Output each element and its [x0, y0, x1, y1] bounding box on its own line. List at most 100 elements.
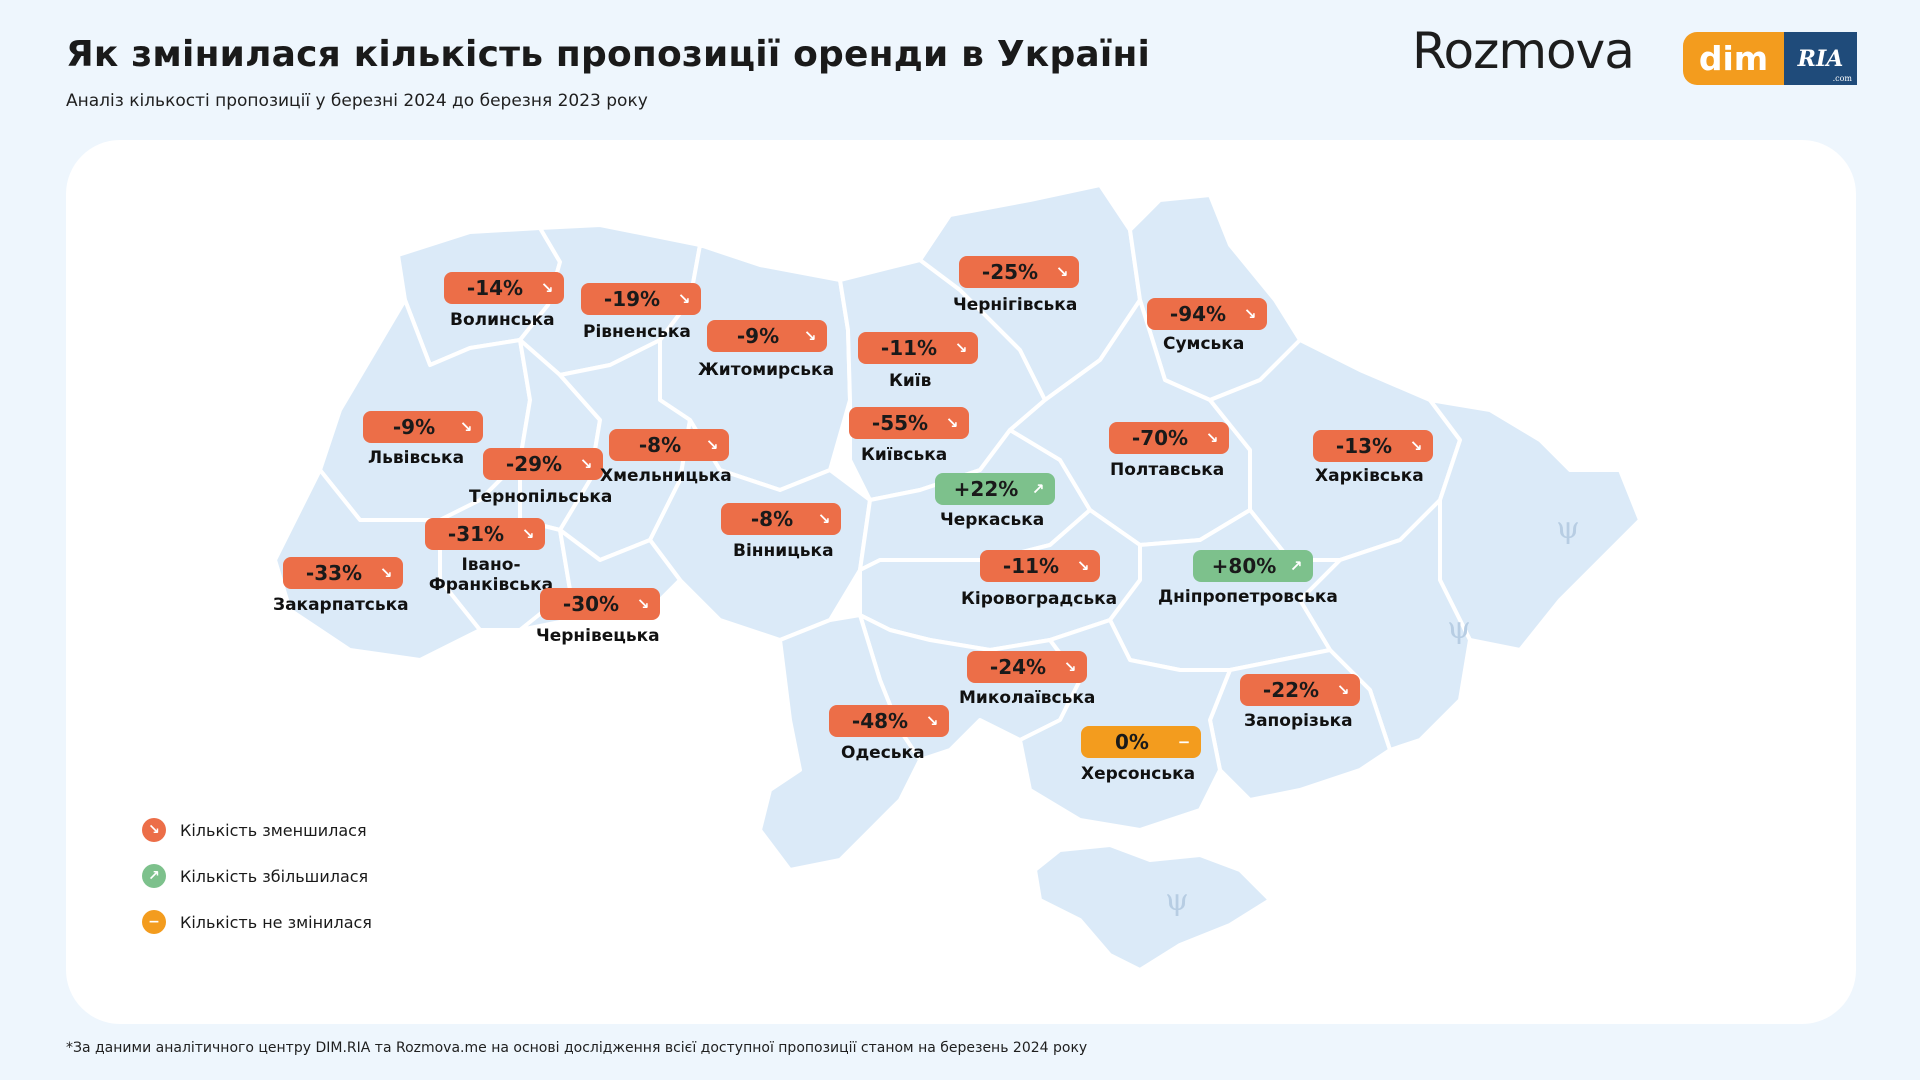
region-value: -22% — [1262, 678, 1320, 702]
legend-item-unchanged: − Кількість не змінилася — [142, 910, 372, 934]
arrow-down-right-icon: ↘ — [817, 510, 831, 528]
region-value: -14% — [466, 276, 524, 300]
legend-label: Кількість зменшилася — [180, 820, 367, 840]
region-value: -25% — [981, 260, 1039, 284]
region-name: Чернівецька — [536, 626, 660, 646]
region-badge: -48% ↘ — [829, 705, 949, 737]
arrow-down-right-icon: ↘ — [540, 279, 554, 297]
region-shape-odeska — [758, 613, 922, 872]
region-badge: -94% ↘ — [1147, 298, 1267, 330]
trident-icon-east: ψ — [1556, 511, 1580, 546]
arrow-down-right-icon: ↘ — [1055, 263, 1069, 281]
arrow-up-right-icon: ↗ — [142, 864, 166, 888]
region-value: +22% — [953, 477, 1019, 501]
region-name: Хмельницька — [600, 466, 732, 486]
footnote: *За даними аналітичного центру DIM.RIA т… — [66, 1040, 1088, 1056]
arrow-down-right-icon: ↘ — [803, 327, 817, 345]
region-name: Київ — [889, 371, 932, 391]
ria-logo: RIA .com — [1784, 32, 1857, 85]
region-badge: -9% ↘ — [363, 411, 483, 443]
ria-logo-suffix: .com — [1832, 74, 1852, 83]
region-name: Кіровоградська — [961, 589, 1118, 609]
region-value: -8% — [750, 507, 794, 531]
arrow-down-right-icon: ↘ — [1409, 437, 1423, 455]
arrow-down-right-icon: ↘ — [636, 595, 650, 613]
region-value: -9% — [736, 324, 780, 348]
region-value: -33% — [305, 561, 363, 585]
region-name: Чернігівська — [953, 295, 1078, 315]
trident-icon-crimea: ψ — [1165, 883, 1189, 918]
minus-icon: − — [142, 910, 166, 934]
region-name: Львівська — [368, 448, 465, 468]
region-name: Вінницька — [733, 541, 834, 561]
legend-label: Кількість збільшилася — [180, 866, 369, 886]
region-badge: -14% ↘ — [444, 272, 564, 304]
region-value: -29% — [505, 452, 563, 476]
region-name: Закарпатська — [273, 595, 409, 615]
trident-icon-donetsk: ψ — [1447, 611, 1471, 646]
region-name: Одеська — [841, 743, 925, 763]
rozmova-logo: Rozmova — [1412, 22, 1635, 80]
arrow-down-right-icon: ↘ — [459, 418, 473, 436]
region-name: Миколаївська — [959, 688, 1096, 708]
region-badge: +80% ↗ — [1193, 550, 1313, 582]
region-value: -94% — [1169, 302, 1227, 326]
region-value: -31% — [447, 522, 505, 546]
region-shape-crimea — [1033, 843, 1272, 972]
region-badge: -33% ↘ — [283, 557, 403, 589]
region-name: Полтавська — [1110, 460, 1225, 480]
region-value: -19% — [603, 287, 661, 311]
region-badge: -11% ↘ — [858, 332, 978, 364]
region-name: Запорізька — [1244, 711, 1353, 731]
arrow-down-right-icon: ↘ — [1205, 429, 1219, 447]
region-name: Дніпропетровська — [1158, 587, 1338, 607]
arrow-down-right-icon: ↘ — [954, 339, 968, 357]
region-name: Івано-Франківська — [428, 555, 554, 595]
arrow-down-right-icon: ↘ — [379, 564, 393, 582]
region-name: Рівненська — [583, 322, 691, 342]
region-badge: +22% ↗ — [935, 473, 1055, 505]
region-name: Черкаська — [940, 510, 1045, 530]
region-badge: -24% ↘ — [967, 651, 1087, 683]
region-badge: -31% ↘ — [425, 518, 545, 550]
region-value: -8% — [638, 433, 682, 457]
region-value: -48% — [851, 709, 909, 733]
region-value: 0% — [1115, 730, 1149, 754]
region-badge: -55% ↘ — [849, 407, 969, 439]
region-value: -9% — [392, 415, 436, 439]
legend-label: Кількість не змінилася — [180, 912, 372, 932]
region-badge: -29% ↘ — [483, 448, 603, 480]
region-shape-khersonska — [1018, 618, 1232, 832]
region-name: Сумська — [1163, 334, 1245, 354]
minus-icon: − — [1177, 733, 1191, 751]
region-name: Житомирська — [698, 360, 835, 380]
legend-item-increase: ↗ Кількість збільшилася — [142, 864, 368, 888]
region-badge: -13% ↘ — [1313, 430, 1433, 462]
region-value: -24% — [989, 655, 1047, 679]
arrow-down-right-icon: ↘ — [677, 290, 691, 308]
region-value: -13% — [1335, 434, 1393, 458]
region-badge: -8% ↘ — [609, 429, 729, 461]
arrow-down-right-icon: ↘ — [1076, 557, 1090, 575]
ria-logo-text: RIA — [1797, 45, 1844, 72]
region-name: Херсонська — [1081, 764, 1196, 784]
arrow-down-right-icon: ↘ — [1336, 681, 1350, 699]
arrow-down-right-icon: ↘ — [142, 818, 166, 842]
arrow-down-right-icon: ↘ — [925, 712, 939, 730]
region-name: Волинська — [450, 310, 555, 330]
region-value: -11% — [1002, 554, 1060, 578]
region-badge: -30% ↘ — [540, 588, 660, 620]
arrow-up-right-icon: ↗ — [1031, 480, 1045, 498]
region-name: Тернопільська — [469, 487, 613, 507]
region-badge: 0% − — [1081, 726, 1201, 758]
arrow-up-right-icon: ↗ — [1289, 557, 1303, 575]
arrow-down-right-icon: ↘ — [521, 525, 535, 543]
region-value: -55% — [871, 411, 929, 435]
region-badge: -11% ↘ — [980, 550, 1100, 582]
legend-item-decrease: ↘ Кількість зменшилася — [142, 818, 367, 842]
region-badge: -19% ↘ — [581, 283, 701, 315]
region-value: -70% — [1131, 426, 1189, 450]
region-badge: -22% ↘ — [1240, 674, 1360, 706]
region-value: -11% — [880, 336, 938, 360]
